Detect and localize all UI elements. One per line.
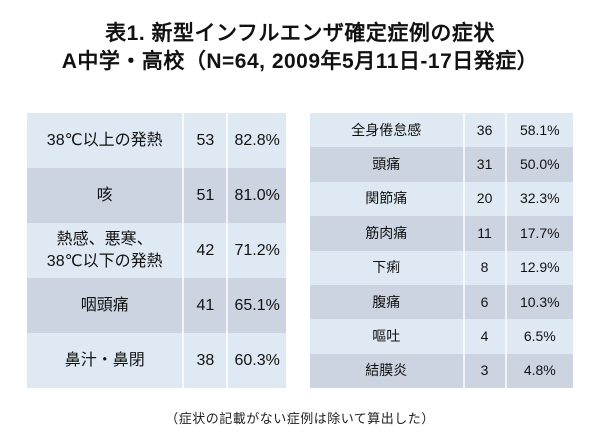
table-cell-percent: 71.2% [226, 223, 286, 278]
table-cell-count: 51 [182, 168, 226, 223]
table-cell-count: 53 [182, 113, 226, 168]
table-row: 熱感、悪寒、 38℃以下の発熱 42 71.2% [27, 223, 286, 278]
table-cell-symptom: 関節痛 [365, 190, 408, 207]
table-cell-percent: 50.0% [504, 147, 573, 182]
table-cell-symptom: 38℃以上の発熱 [46, 131, 163, 149]
symptom-table-right: 全身倦怠感 36 58.1% 頭痛 31 50.0% 関節痛 20 32.3% 筋肉痛 11 17.7… [310, 113, 573, 388]
table-cell-symptom: 下痢 [372, 259, 401, 276]
table-cell-percent: 32.3% [504, 181, 573, 217]
table-row: 腹痛 6 10.3% [310, 284, 573, 320]
page-title: 表1. 新型インフルエンザ確定症例の症状 A中学・高校（N=64, 2009年5… [0, 20, 600, 76]
table-cell-count: 20 [462, 181, 505, 217]
table-cell-symptom: 咽頭痛 [80, 296, 129, 314]
table-cell-symptom: 熱感、悪寒、 38℃以下の発熱 [46, 230, 163, 270]
table-cell-percent: 4.8% [504, 353, 573, 388]
tables-area: 38℃以上の発熱 53 82.8% 咳 51 81.0% 熱感、悪寒、 38℃以下の発熱 42… [0, 113, 600, 388]
table-cell-percent: 82.8% [226, 113, 286, 168]
table-cell-count: 11 [462, 216, 505, 251]
table-cell-symptom: 咳 [96, 186, 113, 204]
table-cell-symptom: 頭痛 [372, 156, 401, 173]
table-row: 嘔吐 4 6.5% [310, 319, 573, 354]
table-cell-percent: 12.9% [504, 250, 573, 285]
table-cell-percent: 81.0% [226, 168, 286, 223]
table-row: 咳 51 81.0% [27, 168, 286, 223]
table-cell-count: 41 [182, 278, 226, 333]
title-line-2: A中学・高校（N=64, 2009年5月11日-17日発症） [61, 50, 539, 73]
table-row: 全身倦怠感 36 58.1% [310, 113, 573, 148]
table-cell-count: 38 [182, 333, 226, 388]
table-row: 下痢 8 12.9% [310, 250, 573, 285]
footnote: （症状の記載がない症例は除いて算出した） [165, 411, 435, 426]
table-cell-count: 8 [462, 250, 505, 285]
table-cell-symptom: 腹痛 [372, 293, 401, 310]
table-cell-symptom: 筋肉痛 [365, 224, 408, 241]
table-row: 38℃以上の発熱 53 82.8% [27, 113, 286, 168]
table-cell-count: 6 [462, 284, 505, 320]
table-cell-symptom: 鼻汁・鼻閉 [64, 351, 145, 369]
table-row: 頭痛 31 50.0% [310, 147, 573, 182]
table-cell-symptom: 全身倦怠感 [351, 121, 422, 138]
table-cell-symptom: 結膜炎 [365, 362, 408, 379]
table-cell-percent: 6.5% [504, 319, 573, 354]
title-line-1: 表1. 新型インフルエンザ確定症例の症状 [105, 22, 495, 45]
table-cell-percent: 65.1% [226, 278, 286, 333]
table-cell-symptom: 嘔吐 [372, 327, 401, 344]
table-cell-count: 36 [462, 113, 505, 148]
table-cell-count: 3 [462, 353, 505, 388]
table-cell-count: 42 [182, 223, 226, 278]
table-row: 関節痛 20 32.3% [310, 181, 573, 217]
table-row: 咽頭痛 41 65.1% [27, 278, 286, 333]
table-row: 鼻汁・鼻閉 38 60.3% [27, 333, 286, 388]
symptom-table-left: 38℃以上の発熱 53 82.8% 咳 51 81.0% 熱感、悪寒、 38℃以下の発熱 42… [27, 113, 286, 388]
table-cell-percent: 58.1% [504, 113, 573, 148]
table-row: 結膜炎 3 4.8% [310, 353, 573, 388]
table-cell-percent: 60.3% [226, 333, 286, 388]
table-cell-percent: 10.3% [504, 284, 573, 320]
table-cell-count: 4 [462, 319, 505, 354]
table-row: 筋肉痛 11 17.7% [310, 216, 573, 251]
table-cell-percent: 17.7% [504, 216, 573, 251]
table-cell-count: 31 [462, 147, 505, 182]
